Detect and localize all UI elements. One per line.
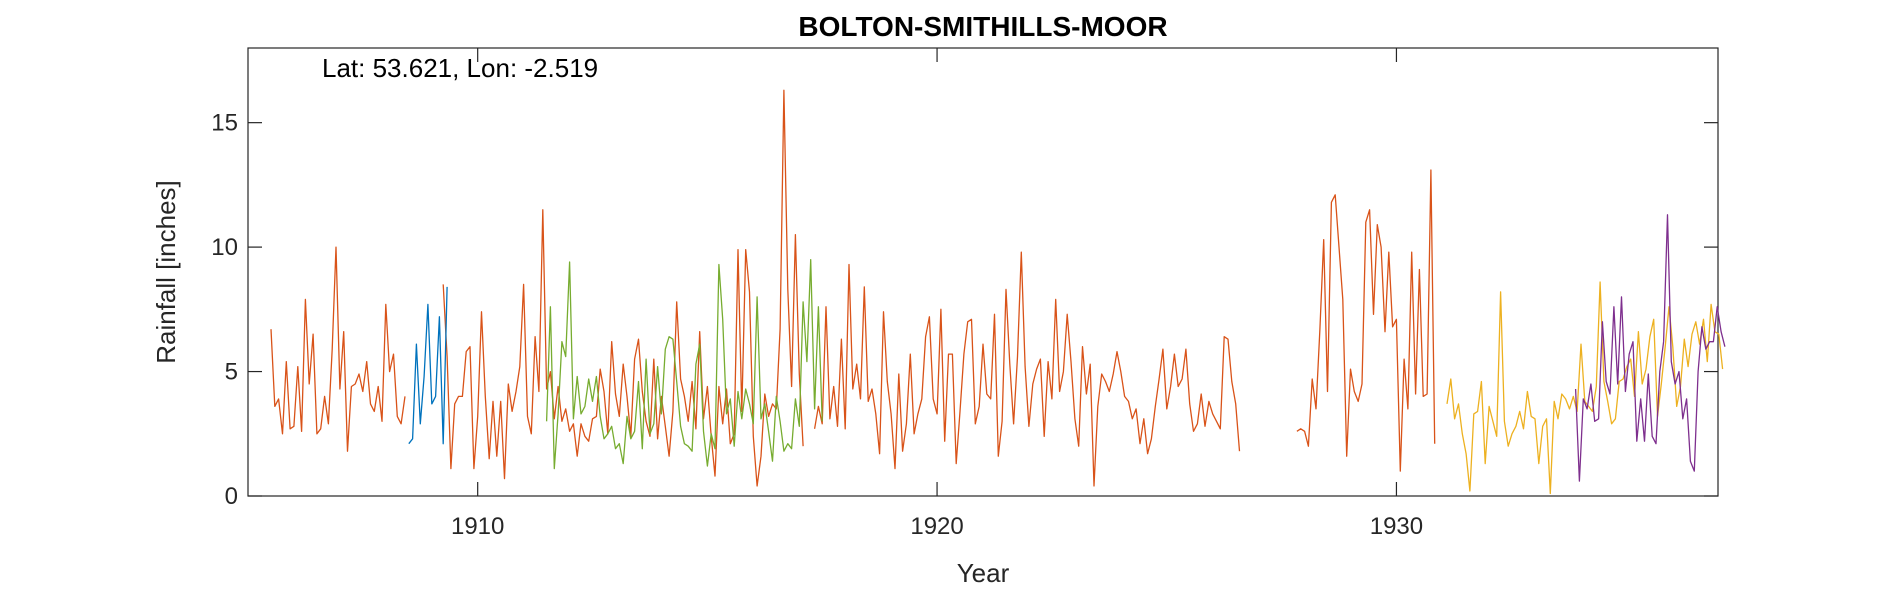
- axis-ticks: 0 5 10 15 1910 1920 1930: [211, 48, 1718, 540]
- x-tick-label-0: 1910: [451, 513, 504, 540]
- series-line-4: [1574, 214, 1726, 482]
- chart-title: BOLTON-SMITHILLS-MOOR: [798, 11, 1167, 42]
- series-line-2: [545, 258, 823, 470]
- y-tick-label-0: 0: [225, 483, 238, 510]
- y-tick-label-1: 5: [225, 359, 238, 386]
- series-line-0: [270, 89, 1436, 487]
- y-tick-label-3: 15: [211, 110, 238, 137]
- series-line-1: [408, 286, 448, 445]
- x-axis-label: Year: [957, 558, 1010, 588]
- series-group: [270, 89, 1726, 495]
- y-axis-label: Rainfall [inches]: [151, 180, 181, 364]
- x-tick-label-1: 1920: [910, 513, 963, 540]
- x-tick-label-2: 1930: [1370, 513, 1423, 540]
- y-tick-label-2: 10: [211, 234, 238, 261]
- location-annotation: Lat: 53.621, Lon: -2.519: [322, 53, 598, 83]
